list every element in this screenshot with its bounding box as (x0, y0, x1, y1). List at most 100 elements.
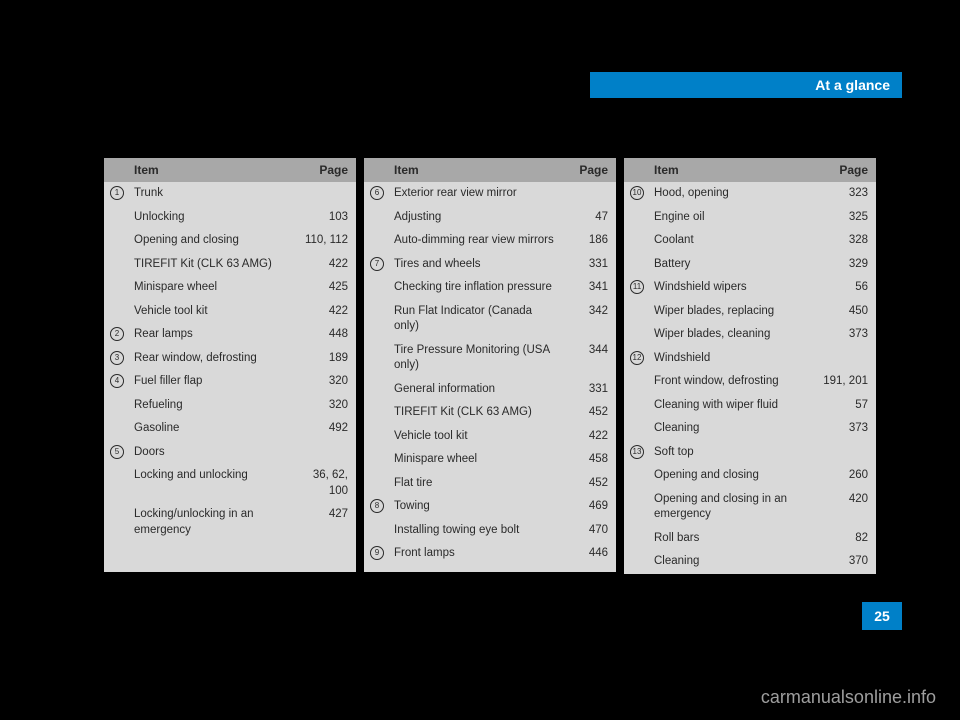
row-page: 331 (560, 257, 616, 273)
circled-number-icon: 8 (370, 499, 384, 513)
row-page: 492 (300, 421, 356, 437)
circled-number-icon: 5 (110, 445, 124, 459)
table-row: Flat tire452 (364, 472, 616, 496)
row-item: Vehicle tool kit (130, 304, 300, 320)
row-page: 458 (560, 452, 616, 468)
table-row: 7Tires and wheels331 (364, 253, 616, 277)
row-page (300, 186, 356, 202)
circled-number-icon: 13 (630, 445, 644, 459)
row-page: 370 (820, 554, 876, 570)
row-page: 373 (820, 421, 876, 437)
row-marker: 8 (364, 499, 390, 515)
circled-number-icon: 11 (630, 280, 644, 294)
row-item: Gasoline (130, 421, 300, 437)
table-row: General information331 (364, 378, 616, 402)
row-item: Hood, opening (650, 186, 820, 202)
table-row: Installing towing eye bolt470 (364, 519, 616, 543)
table-row: Checking tire inflation pressure341 (364, 276, 616, 300)
table-row: 12Windshield (624, 347, 876, 371)
row-marker (624, 398, 650, 414)
row-marker (104, 507, 130, 538)
table-row: 2Rear lamps448 (104, 323, 356, 347)
row-marker (624, 468, 650, 484)
row-marker (104, 468, 130, 499)
row-marker (364, 452, 390, 468)
row-page: 191, 201 (820, 374, 876, 390)
row-item: Cleaning (650, 554, 820, 570)
row-page: 427 (300, 507, 356, 538)
row-page: 328 (820, 233, 876, 249)
table-row: Minispare wheel458 (364, 448, 616, 472)
row-marker: 13 (624, 445, 650, 461)
row-item: Front lamps (390, 546, 560, 562)
row-page: 469 (560, 499, 616, 515)
row-page: 103 (300, 210, 356, 226)
row-marker (624, 374, 650, 390)
table-row: 6Exterior rear view mirror (364, 182, 616, 206)
table-row: 8 Towing469 (364, 495, 616, 519)
row-marker (364, 429, 390, 445)
row-page (820, 351, 876, 367)
row-item: Minispare wheel (390, 452, 560, 468)
header-page: Page (820, 163, 876, 177)
table-row: Refueling320 (104, 394, 356, 418)
row-page: 452 (560, 476, 616, 492)
table-row: 9Front lamps446 (364, 542, 616, 566)
row-item: Checking tire inflation pressure (390, 280, 560, 296)
row-marker: 1 (104, 186, 130, 202)
table-row: Tire Pressure Monitoring (USA only)344 (364, 339, 616, 378)
table-row: TIREFIT Kit (CLK 63 AMG)422 (104, 253, 356, 277)
row-item: Minispare wheel (130, 280, 300, 296)
row-marker (104, 257, 130, 273)
row-marker: 10 (624, 186, 650, 202)
row-item: Trunk (130, 186, 300, 202)
header-item: Item (390, 163, 560, 177)
row-item: Unlocking (130, 210, 300, 226)
row-item: Soft top (650, 445, 820, 461)
row-item: Towing (390, 499, 560, 515)
row-page: 422 (560, 429, 616, 445)
circled-number-icon: 3 (110, 351, 124, 365)
row-page: 320 (300, 398, 356, 414)
row-marker (624, 531, 650, 547)
circled-number-icon: 4 (110, 374, 124, 388)
row-marker: 6 (364, 186, 390, 202)
row-marker (624, 421, 650, 437)
row-item: Rear lamps (130, 327, 300, 343)
row-item: Tires and wheels (390, 257, 560, 273)
row-item: Windshield wipers (650, 280, 820, 296)
row-item: Flat tire (390, 476, 560, 492)
row-item: TIREFIT Kit (CLK 63 AMG) (130, 257, 300, 273)
table-row: 13 Soft top (624, 441, 876, 465)
table-row: Minispare wheel425 (104, 276, 356, 300)
row-item: Vehicle tool kit (390, 429, 560, 445)
row-marker: 4 (104, 374, 130, 390)
row-item: Opening and closing in an emergency (650, 492, 820, 523)
row-page: 323 (820, 186, 876, 202)
row-marker (624, 257, 650, 273)
table-row: Engine oil325 (624, 206, 876, 230)
table-row: Cleaning370 (624, 550, 876, 574)
row-page: 450 (820, 304, 876, 320)
table-row: Adjusting47 (364, 206, 616, 230)
table-row: Run Flat Indicator (Canada only)342 (364, 300, 616, 339)
row-page: 420 (820, 492, 876, 523)
table-row: TIREFIT Kit (CLK 63 AMG)452 (364, 401, 616, 425)
row-page: 189 (300, 351, 356, 367)
table-row: Front window, defrosting191, 201 (624, 370, 876, 394)
table-body: 1TrunkUnlocking103Opening and closing110… (104, 182, 356, 572)
row-page: 452 (560, 405, 616, 421)
row-page: 56 (820, 280, 876, 296)
row-item: Coolant (650, 233, 820, 249)
row-item: Run Flat Indicator (Canada only) (390, 304, 560, 335)
row-marker (364, 382, 390, 398)
row-page: 422 (300, 304, 356, 320)
table-row: Roll bars82 (624, 527, 876, 551)
row-marker: 5 (104, 445, 130, 461)
circled-number-icon: 2 (110, 327, 124, 341)
table-row: 10Hood, opening323 (624, 182, 876, 206)
row-page: 36, 62, 100 (300, 468, 356, 499)
row-marker: 11 (624, 280, 650, 296)
row-page: 329 (820, 257, 876, 273)
index-column-3: Item Page 10Hood, opening323Engine oil32… (624, 158, 876, 574)
